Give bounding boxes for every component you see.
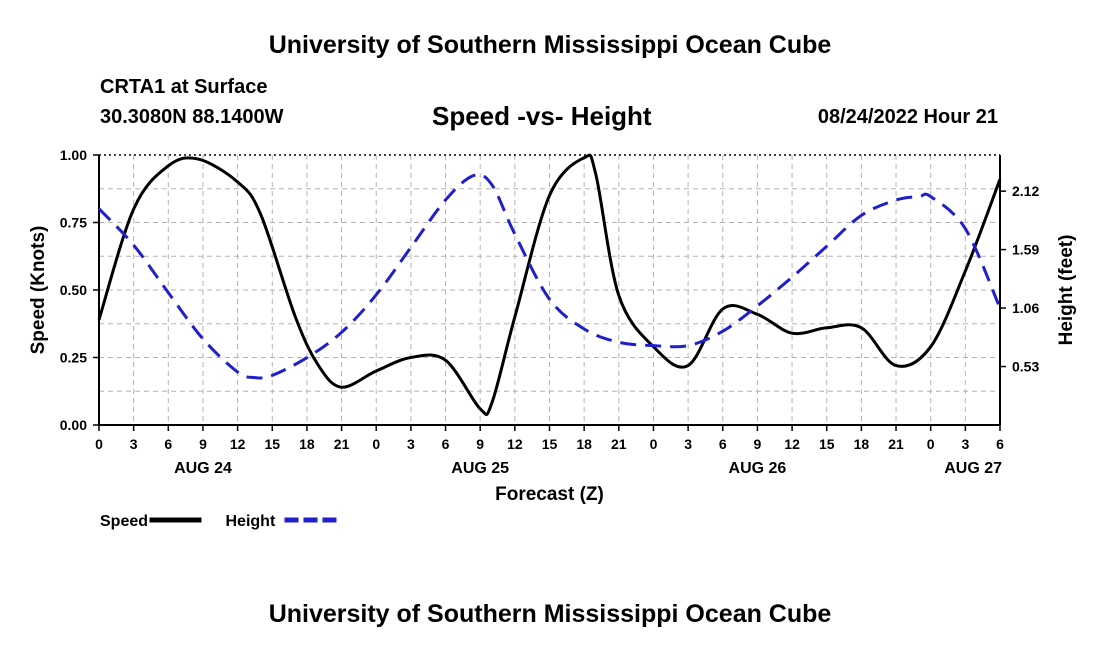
legend-label-speed: Speed — [100, 513, 148, 530]
forecast-datetime: 08/24/2022 Hour 21 — [817, 106, 998, 128]
x-axis-title: Forecast (Z) — [495, 484, 604, 505]
page-title: University of Southern Mississippi Ocean… — [268, 31, 832, 59]
x-axis-tick-label: 9 — [476, 436, 484, 452]
x-axis-tick-label: 6 — [164, 436, 172, 452]
x-axis-tick-label: 12 — [507, 436, 523, 452]
x-axis-tick-label: 3 — [130, 436, 138, 452]
x-axis-tick-label: 12 — [230, 436, 246, 452]
left-axis-tick-label: 0.50 — [60, 282, 87, 298]
right-axis-tick-label: 0.53 — [1012, 359, 1039, 375]
left-axis-title: Speed (Knots) — [28, 226, 49, 355]
x-axis-tick-label: 21 — [334, 436, 350, 452]
x-axis-date-label: AUG 24 — [174, 460, 232, 477]
x-axis-tick-label: 18 — [854, 436, 870, 452]
right-axis-title: Height (feet) — [1056, 235, 1077, 346]
station-name: CRTA1 at Surface — [100, 76, 268, 98]
x-axis-tick-label: 15 — [264, 436, 280, 452]
left-axis-tick-label: 0.25 — [60, 350, 87, 366]
x-axis-tick-label: 21 — [888, 436, 904, 452]
x-axis-tick-label: 0 — [650, 436, 658, 452]
x-axis-tick-label: 18 — [299, 436, 315, 452]
x-axis-date-label: AUG 26 — [729, 460, 787, 477]
x-axis-tick-label: 21 — [611, 436, 627, 452]
x-axis-tick-label: 0 — [95, 436, 103, 452]
left-axis-tick-label: 1.00 — [60, 147, 87, 163]
x-axis-tick-label: 6 — [719, 436, 727, 452]
right-axis-tick-label: 1.59 — [1012, 242, 1039, 258]
series-line-speed — [97, 153, 1002, 417]
x-axis-tick-label: 9 — [754, 436, 762, 452]
legend-label-height: Height — [226, 513, 276, 530]
x-axis-date-label: AUG 27 — [944, 460, 1002, 477]
x-axis-tick-label: 15 — [819, 436, 835, 452]
x-axis-tick-label: 18 — [576, 436, 592, 452]
left-axis-tick-label: 0.00 — [60, 417, 87, 433]
x-axis-tick-label: 3 — [961, 436, 969, 452]
x-axis-tick-label: 3 — [684, 436, 692, 452]
left-axis-tick-label: 0.75 — [60, 215, 87, 231]
x-axis-tick-label: 6 — [996, 436, 1004, 452]
x-axis-tick-label: 9 — [199, 436, 207, 452]
x-axis-tick-label: 12 — [784, 436, 800, 452]
footer-title: University of Southern Mississippi Ocean… — [268, 600, 832, 628]
right-axis-tick-label: 1.06 — [1012, 300, 1039, 316]
x-axis-tick-label: 0 — [372, 436, 380, 452]
right-axis-tick-label: 2.12 — [1012, 183, 1039, 199]
station-coordinates: 30.3080N 88.1400W — [100, 106, 284, 128]
series-line-height — [97, 173, 1002, 380]
chart-subtitle: Speed -vs- Height — [432, 101, 652, 131]
x-axis-tick-label: 15 — [542, 436, 558, 452]
x-axis-tick-label: 0 — [927, 436, 935, 452]
x-axis-date-label: AUG 25 — [451, 460, 509, 477]
x-axis-tick-label: 3 — [407, 436, 415, 452]
x-axis-tick-label: 6 — [442, 436, 450, 452]
